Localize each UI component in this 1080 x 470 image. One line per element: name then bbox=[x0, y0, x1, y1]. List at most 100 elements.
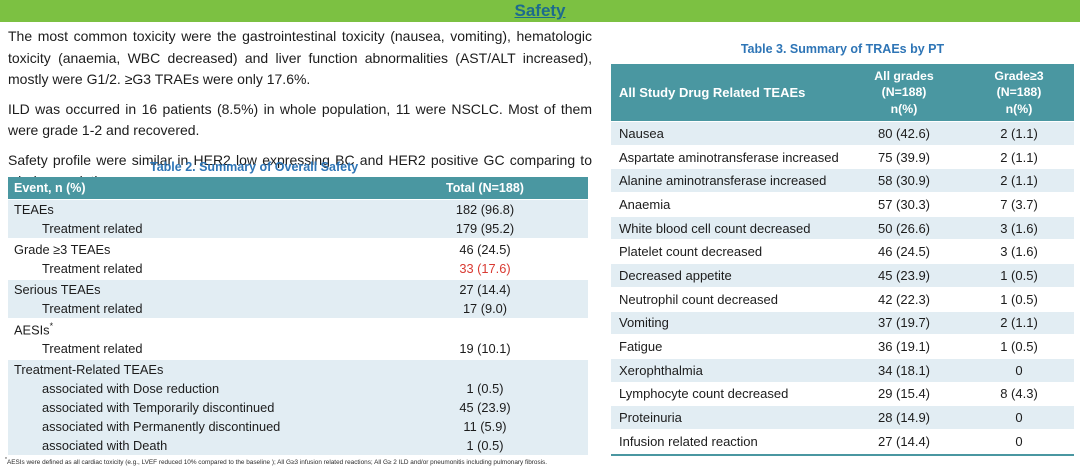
table3-header-grade3: Grade≥3 (N=188) n(%) bbox=[994, 69, 1044, 116]
grade3-value: 3 (1.6) bbox=[1000, 220, 1038, 236]
event-label: Serious TEAEs bbox=[8, 282, 382, 297]
event-value: 1 (0.5) bbox=[466, 438, 504, 453]
table3-header-row: All Study Drug Related TEAEs All grades … bbox=[611, 64, 1074, 121]
event-value: 33 (17.6) bbox=[459, 261, 511, 276]
table3-body: Nausea 80 (42.6) 2 (1.1) Aspartate aminotra… bbox=[611, 122, 1074, 454]
all-grades-value: 75 (39.9) bbox=[877, 149, 931, 165]
all-grades-value: 45 (23.9) bbox=[877, 267, 931, 283]
event-label-text: Serious TEAEs bbox=[14, 282, 101, 297]
pt-name: Neutrophil count decreased bbox=[619, 291, 778, 307]
table2-header-row: Event, n (%) Total (N=188) bbox=[8, 177, 588, 199]
all-grades-value: 42 (22.3) bbox=[877, 291, 931, 307]
pt-name: Infusion related reaction bbox=[619, 433, 758, 449]
table-row: Neutrophil count decreased 42 (22.3) 1 (0.… bbox=[611, 288, 1074, 312]
event-label-text: Treatment related bbox=[42, 221, 143, 236]
all-grades-value: 58 (30.9) bbox=[877, 173, 931, 189]
event-label-text: Treatment related bbox=[42, 261, 143, 276]
all-grades-value: 28 (14.9) bbox=[877, 410, 931, 426]
event-label: Treatment related bbox=[8, 341, 382, 356]
table-row: associated with Death 1 (0.5) bbox=[8, 436, 588, 455]
event-value: 1 (0.5) bbox=[466, 381, 504, 396]
event-value: 182 (96.8) bbox=[455, 202, 515, 217]
pt-name: White blood cell count decreased bbox=[619, 220, 811, 236]
grade3-value: 7 (3.7) bbox=[1000, 196, 1038, 212]
event-label: TEAEs bbox=[8, 202, 382, 217]
all-grades-value: 46 (24.5) bbox=[877, 244, 931, 260]
table-row: TEAEs 182 (96.8) bbox=[8, 200, 588, 219]
event-value: 11 (5.9) bbox=[463, 419, 507, 434]
table-row: Treatment related 19 (10.1) bbox=[8, 339, 588, 358]
table3: All Study Drug Related TEAEs All grades … bbox=[611, 64, 1074, 456]
table3-header-teaes: All Study Drug Related TEAEs bbox=[619, 85, 806, 100]
event-label-text: TEAEs bbox=[14, 202, 54, 217]
table2-group: TEAEs 182 (96.8) Treatment related 179 (95.… bbox=[8, 200, 588, 238]
all-grades-value: 34 (18.1) bbox=[877, 362, 931, 378]
event-label: associated with Death bbox=[8, 438, 382, 453]
pt-name: Xerophthalmia bbox=[619, 362, 703, 378]
grade3-value: 1 (0.5) bbox=[1000, 267, 1038, 283]
table-row: Vomiting 37 (19.7) 2 (1.1) bbox=[611, 311, 1074, 336]
superscript-marker: * bbox=[49, 321, 54, 332]
paragraph-toxicity: The most common toxicity were the gastro… bbox=[8, 28, 592, 87]
table-row: Decreased appetite 45 (23.9) 1 (0.5) bbox=[611, 264, 1074, 288]
pt-name: Alanine aminotransferase increased bbox=[619, 173, 827, 189]
table-row: Anaemia 57 (30.3) 7 (3.7) bbox=[611, 193, 1074, 217]
event-label-text: AESIs bbox=[14, 322, 50, 338]
table2-group: Serious TEAEs 27 (14.4) Treatment related 1… bbox=[8, 280, 588, 318]
pt-name: Decreased appetite bbox=[619, 267, 732, 283]
table-row: Xerophthalmia 34 (18.1) 0 bbox=[611, 358, 1074, 383]
table3-header-all-grades: All grades (N=188) n(%) bbox=[874, 69, 934, 116]
table2-group: Treatment-Related TEAEs associated with D… bbox=[8, 360, 588, 455]
table2-header-event: Event, n (%) bbox=[14, 181, 86, 195]
grade3-value: 0 bbox=[1015, 433, 1023, 449]
event-label: AESIs* bbox=[8, 321, 382, 337]
table-row: Grade ≥3 TEAEs 46 (24.5) bbox=[8, 240, 588, 259]
event-label-text: associated with Death bbox=[42, 438, 168, 453]
table-row: Lymphocyte count decreased 29 (15.4) 8 (4.… bbox=[611, 383, 1074, 407]
footnote-asterisk: * bbox=[5, 457, 7, 463]
table2-title: Table 2. Summary of Overall Safety bbox=[150, 160, 359, 174]
grade3-value: 0 bbox=[1015, 410, 1023, 426]
all-grades-value: 57 (30.3) bbox=[877, 196, 931, 212]
body-text-block: The most common toxicity were the gastro… bbox=[8, 26, 592, 201]
event-label: Treatment related bbox=[8, 221, 382, 236]
all-grades-value: 29 (15.4) bbox=[877, 386, 931, 402]
all-grades-value: 50 (26.6) bbox=[877, 220, 931, 236]
event-label-text: associated with Dose reduction bbox=[42, 381, 220, 396]
grade3-value: 2 (1.1) bbox=[1000, 125, 1038, 141]
table2: Event, n (%) Total (N=188) TEAEs 182 (96.… bbox=[8, 177, 588, 455]
table2-footnote: *AESIs were defined as all cardiac toxic… bbox=[5, 457, 547, 466]
event-value: 46 (24.5) bbox=[459, 242, 511, 257]
pt-name: Vomiting bbox=[619, 315, 669, 331]
table-row: Treatment related 179 (95.2) bbox=[8, 219, 588, 238]
table-row: Treatment-Related TEAEs bbox=[8, 360, 588, 379]
grade3-value: 2 (1.1) bbox=[1000, 173, 1038, 189]
event-label: Treatment-Related TEAEs bbox=[8, 362, 382, 377]
table-row: AESIs* bbox=[8, 320, 588, 339]
event-label: associated with Dose reduction bbox=[8, 381, 382, 396]
grade3-value: 2 (1.1) bbox=[1000, 315, 1038, 331]
table-row: Infusion related reaction 27 (14.4) 0 bbox=[611, 430, 1074, 454]
table2-header-total: Total (N=188) bbox=[446, 181, 524, 195]
table2-group: AESIs* Treatment related 19 (10.1) bbox=[8, 320, 588, 358]
event-label-text: Grade ≥3 TEAEs bbox=[14, 242, 111, 257]
all-grades-value: 36 (19.1) bbox=[877, 339, 931, 355]
grade3-value: 2 (1.1) bbox=[1000, 149, 1038, 165]
pt-name: Proteinuria bbox=[619, 410, 682, 426]
pt-name: Nausea bbox=[619, 125, 664, 141]
all-grades-value: 37 (19.7) bbox=[877, 315, 931, 331]
table-row: Serious TEAEs 27 (14.4) bbox=[8, 280, 588, 299]
table2-body: TEAEs 182 (96.8) Treatment related 179 (95.… bbox=[8, 200, 588, 455]
grade3-value: 1 (0.5) bbox=[1000, 339, 1038, 355]
event-label-text: Treatment related bbox=[42, 341, 143, 356]
table-row: Treatment related 33 (17.6) bbox=[8, 259, 588, 278]
table-row: Aspartate aminotransferase increased 75 (… bbox=[611, 146, 1074, 170]
grade3-value: 3 (1.6) bbox=[1000, 244, 1038, 260]
event-label-text: associated with Permanently discontinued bbox=[42, 419, 281, 434]
all-grades-value: 80 (42.6) bbox=[877, 125, 931, 141]
grade3-value: 1 (0.5) bbox=[1000, 291, 1038, 307]
event-label-text: Treatment related bbox=[42, 301, 143, 316]
pt-name: Fatigue bbox=[619, 339, 663, 355]
event-label: associated with Permanently discontinued bbox=[8, 419, 382, 434]
